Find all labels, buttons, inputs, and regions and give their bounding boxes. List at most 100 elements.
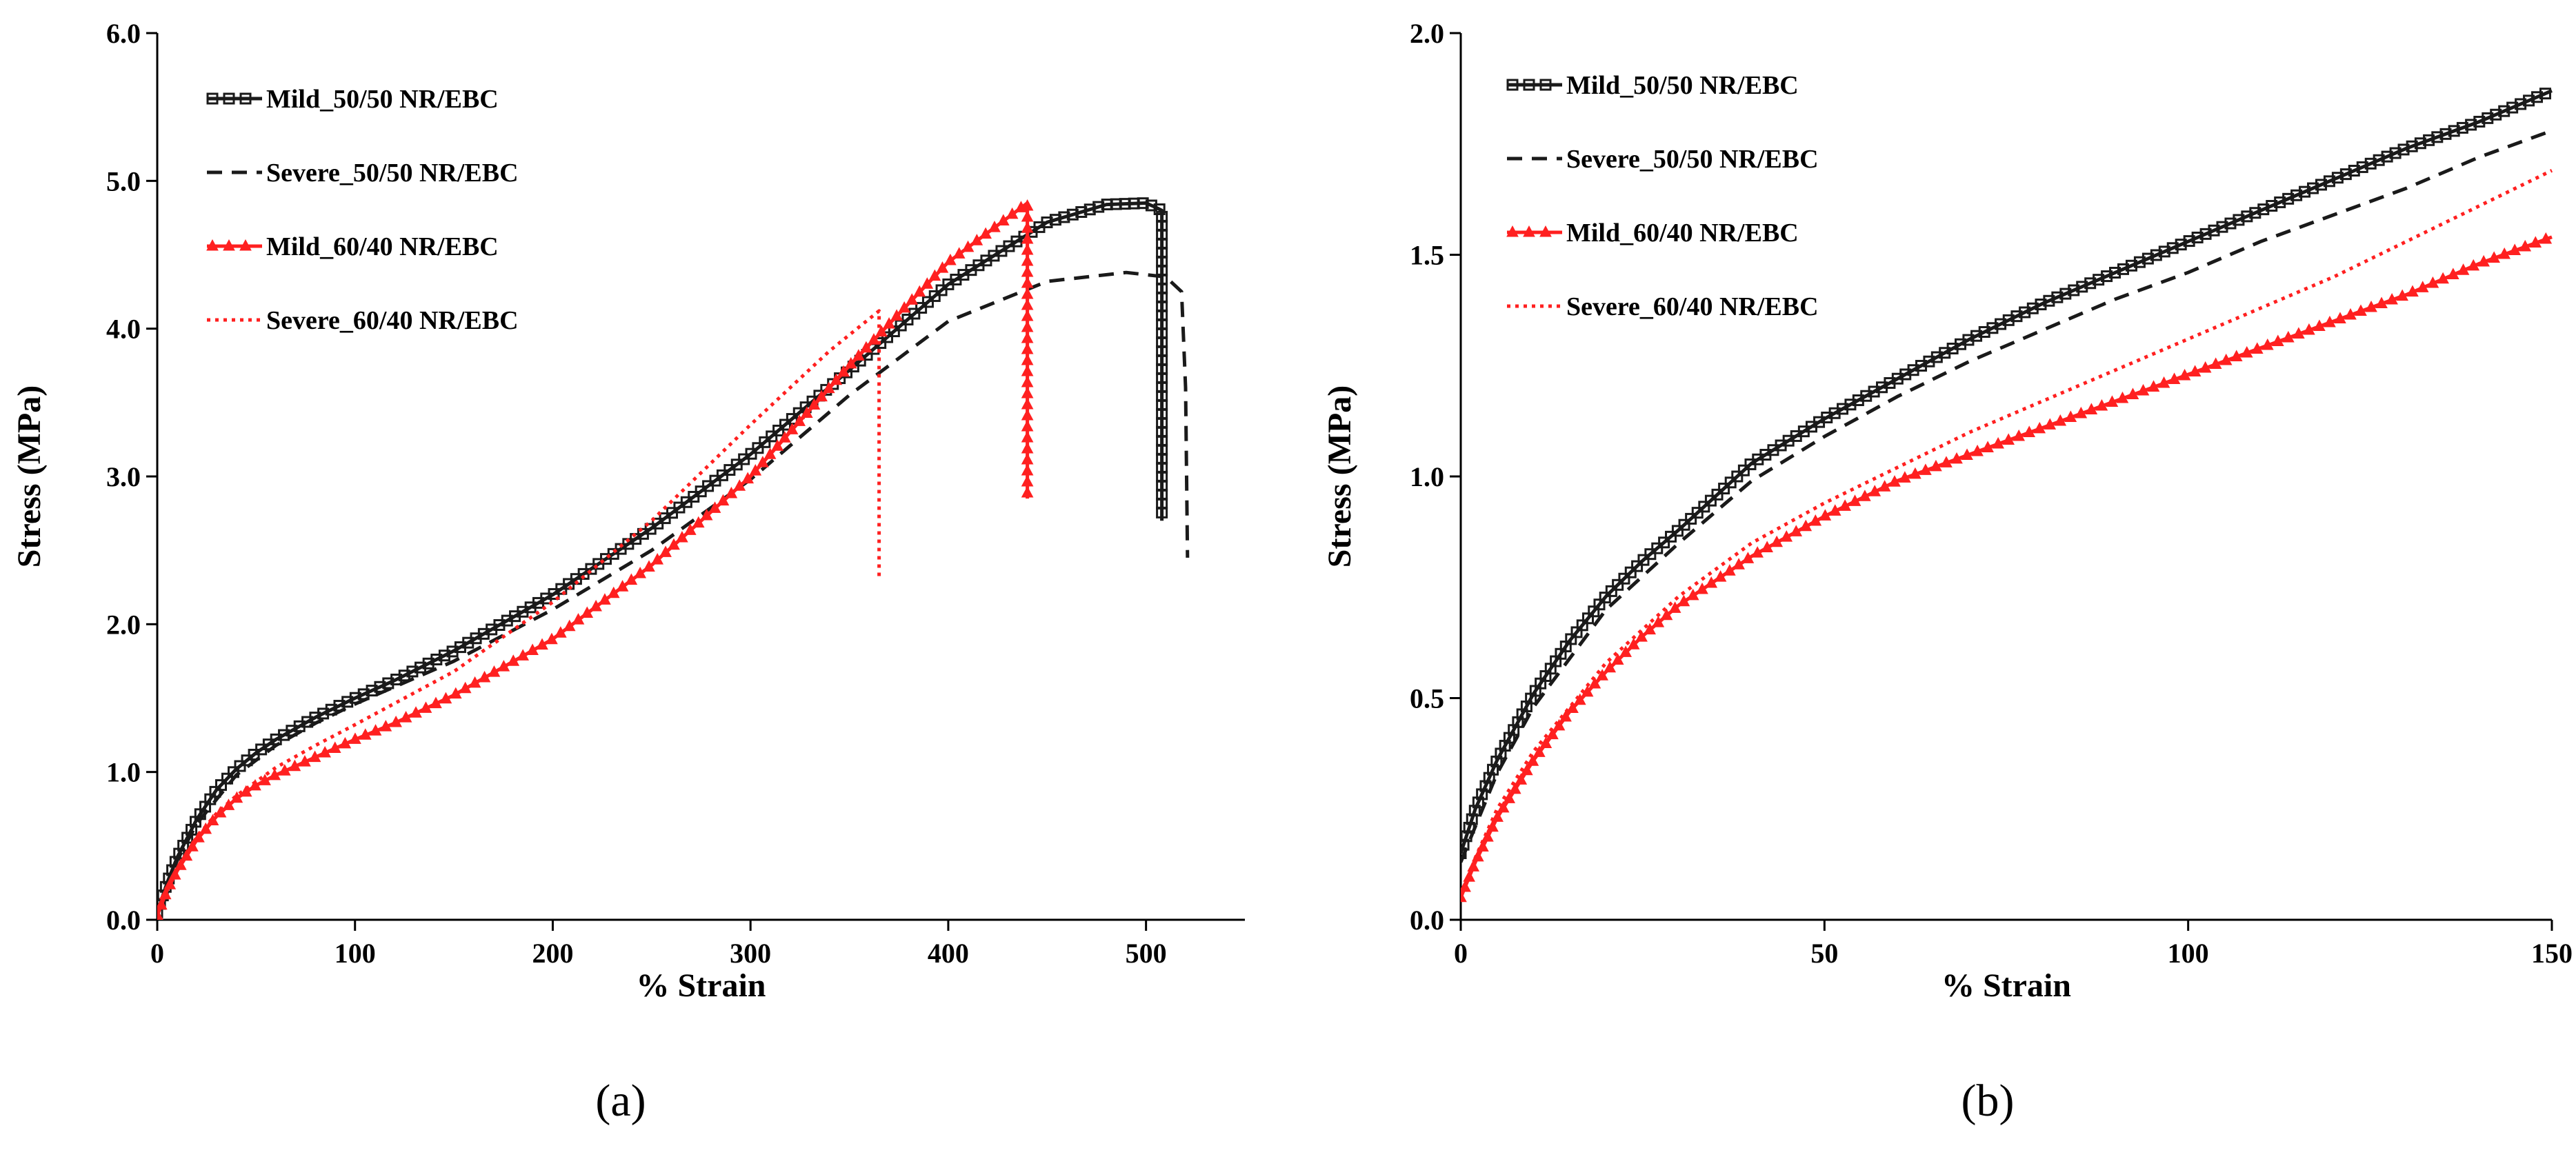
x-tick-label: 500 <box>1126 938 1167 969</box>
marker-triangle <box>1521 763 1533 776</box>
marker-triangle <box>692 516 705 528</box>
marker-triangle <box>997 214 1010 226</box>
marker-square <box>1624 566 1637 578</box>
marker-square <box>2166 242 2179 254</box>
marker-square <box>1599 592 1611 604</box>
marker-triangle <box>1668 601 1681 613</box>
marker-triangle <box>2168 372 2181 384</box>
marker-triangle <box>2271 334 2284 346</box>
marker-triangle <box>928 269 941 281</box>
marker-triangle <box>708 501 721 513</box>
marker-triangle <box>1021 265 1034 277</box>
marker-triangle <box>1819 509 1832 521</box>
marker-triangle <box>2230 350 2243 361</box>
marker-triangle <box>952 247 966 259</box>
marker-triangle <box>1644 623 1656 635</box>
marker-triangle <box>1532 745 1546 757</box>
marker-square <box>1075 206 1088 219</box>
marker-square <box>1678 518 1690 531</box>
marker-triangle <box>1021 430 1034 443</box>
marker-square <box>209 785 221 798</box>
marker-triangle <box>2477 254 2490 267</box>
marker-triangle <box>449 687 462 699</box>
marker-triangle <box>733 479 746 491</box>
marker-triangle <box>2293 327 2305 339</box>
x-tick-label: 0 <box>1454 938 1468 969</box>
marker-square <box>2068 284 2080 296</box>
marker-square <box>1506 79 1519 91</box>
marker-triangle <box>700 508 713 521</box>
marker-square <box>2364 157 2377 170</box>
marker-triangle <box>1021 298 1034 310</box>
marker-triangle <box>2064 410 2077 422</box>
marker-triangle <box>1006 207 1019 219</box>
marker-square <box>2051 291 2064 303</box>
marker-triangle <box>2539 232 2553 244</box>
marker-triangle <box>2157 376 2170 388</box>
marker-triangle <box>2209 357 2222 369</box>
marker-triangle <box>2498 247 2511 259</box>
series-mild-60-40-nr-ebc <box>157 199 1034 920</box>
marker-square <box>2241 210 2253 223</box>
marker-triangle <box>590 599 602 612</box>
marker-triangle <box>2447 268 2459 279</box>
marker-triangle <box>328 741 341 753</box>
marker-triangle <box>844 356 857 369</box>
marker-triangle <box>1461 890 1467 903</box>
marker-triangle <box>399 711 412 723</box>
marker-triangle <box>2023 425 2036 437</box>
marker-triangle <box>936 261 949 273</box>
marker-triangle <box>2033 421 2046 434</box>
marker-square <box>2059 288 2072 300</box>
marker-triangle <box>717 494 730 506</box>
marker-square <box>2117 263 2130 275</box>
marker-square <box>1476 788 1488 801</box>
series-line <box>157 309 881 916</box>
series-mild-50-50-nr-ebc <box>157 197 1168 918</box>
marker-square <box>2249 207 2262 219</box>
marker-triangle <box>2375 296 2388 309</box>
marker-triangle <box>1961 448 1973 460</box>
marker-triangle <box>1971 444 1984 456</box>
marker-triangle <box>2334 312 2346 323</box>
marker-triangle <box>1566 701 1579 714</box>
panel-label: (b) <box>1961 1076 2015 1126</box>
marker-triangle <box>1619 645 1632 657</box>
x-axis-label: % Strain <box>636 967 766 1004</box>
marker-square <box>1049 214 1061 226</box>
marker-triangle <box>599 593 611 605</box>
marker-triangle <box>2075 406 2088 419</box>
marker-square <box>1468 805 1481 817</box>
marker-triangle <box>390 715 402 727</box>
marker-triangle <box>206 239 219 251</box>
y-axis-label: Stress (MPa) <box>11 385 48 567</box>
marker-triangle <box>249 778 261 791</box>
marker-triangle <box>478 670 491 683</box>
marker-triangle <box>868 333 880 345</box>
marker-triangle <box>2054 414 2067 426</box>
marker-triangle <box>883 316 895 329</box>
marker-square <box>2414 137 2426 150</box>
marker-triangle <box>1021 276 1034 288</box>
marker-triangle <box>546 632 558 645</box>
marker-triangle <box>1741 552 1755 563</box>
marker-square <box>1092 201 1105 213</box>
marker-triangle <box>607 586 620 598</box>
y-tick-label: 1.0 <box>1410 461 1444 492</box>
marker-triangle <box>555 626 567 638</box>
marker-triangle <box>625 573 638 585</box>
marker-triangle <box>1940 456 1953 467</box>
marker-triangle <box>1724 564 1736 576</box>
marker-square <box>2423 134 2435 146</box>
marker-square <box>1156 506 1168 518</box>
marker-square <box>1618 572 1630 585</box>
marker-square <box>1153 203 1166 215</box>
marker-triangle <box>830 373 843 385</box>
marker-triangle <box>837 365 850 377</box>
marker-triangle <box>1503 792 1516 803</box>
marker-triangle <box>1021 364 1034 376</box>
marker-triangle <box>2416 281 2429 292</box>
marker-triangle <box>419 701 432 713</box>
marker-triangle <box>1733 558 1745 570</box>
panel-label: (a) <box>595 1076 646 1126</box>
